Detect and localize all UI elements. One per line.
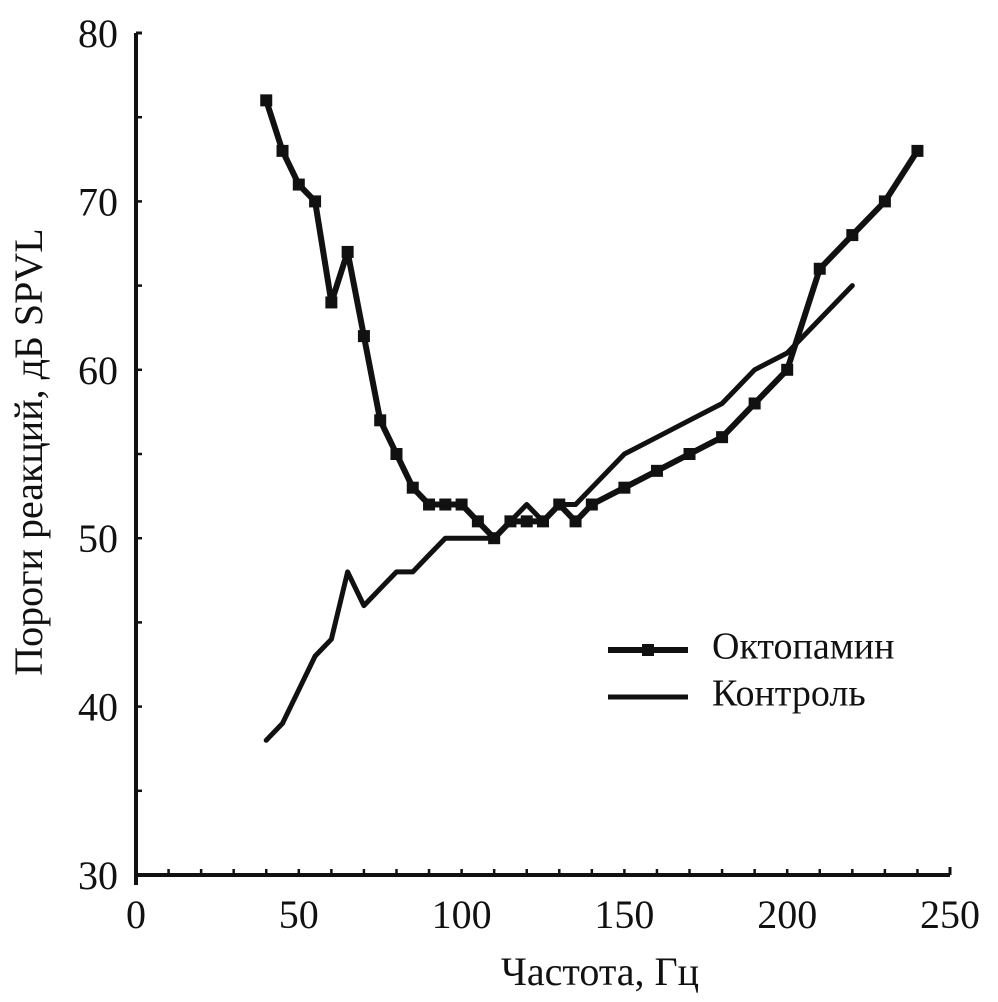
data-point-octopamine <box>276 144 289 157</box>
legend-label-control: Контроль <box>712 673 866 715</box>
x-tick-label: 100 <box>432 892 492 937</box>
axes: 0 50 100 150 200 250 30 40 50 60 70 80 <box>78 11 980 937</box>
y-tick-label: 80 <box>78 11 118 56</box>
legend-label-octopamine: Октопамин <box>712 626 894 668</box>
x-tick-label: 250 <box>920 892 980 937</box>
data-point-octopamine <box>520 515 533 528</box>
data-point-octopamine <box>292 178 305 191</box>
data-point-octopamine <box>650 464 663 477</box>
data-point-octopamine <box>911 144 924 157</box>
y-tick-label: 30 <box>78 853 118 898</box>
y-tick-label: 50 <box>78 516 118 561</box>
data-point-octopamine <box>585 498 598 511</box>
data-point-octopamine <box>309 195 322 208</box>
series-line-control <box>263 283 855 743</box>
legend: Октопамин Контроль <box>608 626 894 715</box>
data-point-octopamine <box>846 229 859 242</box>
data-point-octopamine <box>455 498 468 511</box>
data-point-octopamine <box>716 431 729 444</box>
x-tick-label: 150 <box>594 892 654 937</box>
data-point-octopamine <box>781 363 794 376</box>
y-tick-label: 40 <box>78 685 118 730</box>
data-point-octopamine <box>748 397 761 410</box>
data-point-octopamine <box>325 296 338 309</box>
data-point-octopamine <box>423 498 436 511</box>
data-point-octopamine <box>357 330 370 343</box>
y-axis-title: Пороги реакций, дБ SPVL <box>6 228 51 675</box>
legend-marker-octopamine <box>642 644 654 656</box>
data-point-octopamine <box>569 515 582 528</box>
data-point-octopamine <box>406 481 419 494</box>
y-tick-label: 60 <box>78 348 118 393</box>
data-point-octopamine <box>390 448 403 460</box>
y-tick-label: 70 <box>78 179 118 224</box>
data-point-octopamine <box>341 245 354 258</box>
data-point-octopamine <box>471 515 484 528</box>
data-point-octopamine <box>439 498 452 511</box>
data-point-octopamine <box>878 195 891 208</box>
x-tick-label: 200 <box>757 892 817 937</box>
data-point-octopamine <box>683 448 696 460</box>
data-point-octopamine <box>374 414 387 427</box>
data-point-octopamine <box>813 262 826 275</box>
data-point-octopamine <box>260 94 273 107</box>
x-tick-label: 0 <box>126 892 146 937</box>
x-tick-label: 50 <box>279 892 319 937</box>
x-axis-title: Частота, Гц <box>501 949 699 994</box>
series-group <box>260 94 924 743</box>
data-point-octopamine <box>618 481 631 494</box>
